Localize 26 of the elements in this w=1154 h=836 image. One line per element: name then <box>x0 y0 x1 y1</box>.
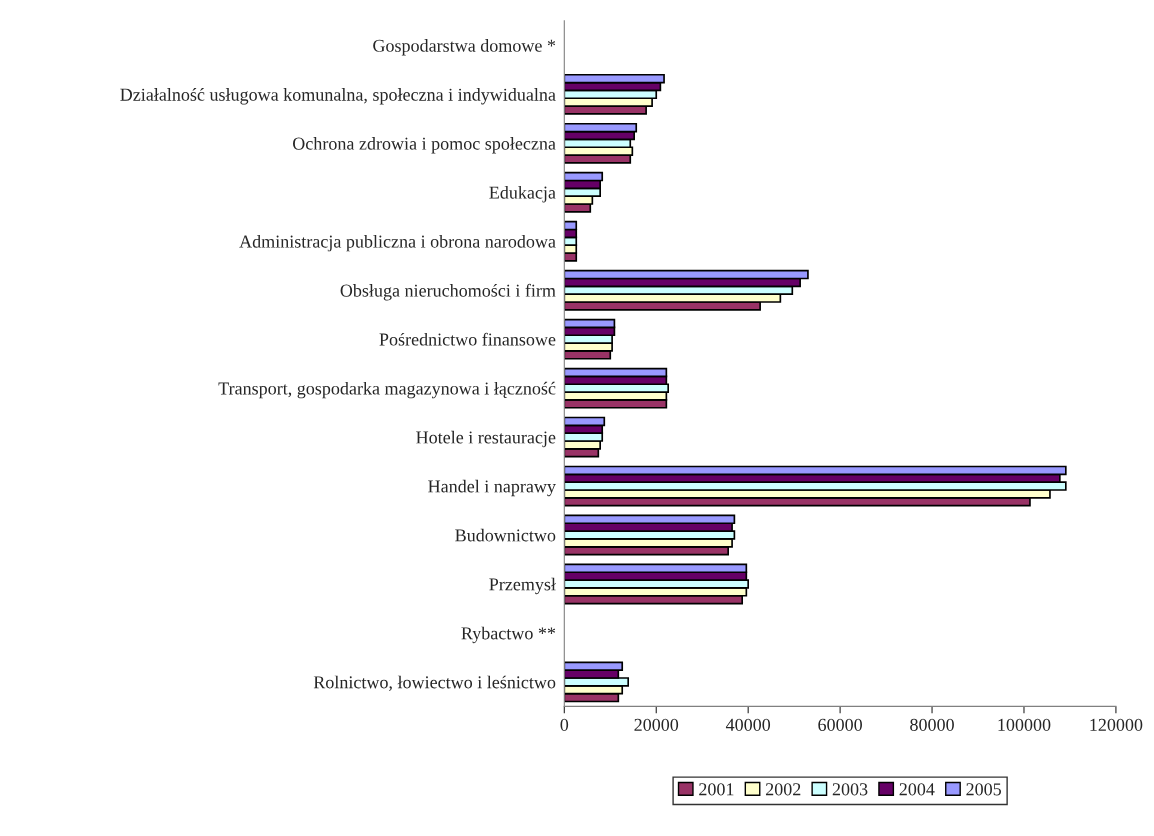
legend-label: 2004 <box>899 783 935 796</box>
y-tick-label: Gospodarstwa domowe * <box>373 39 556 56</box>
y-tick-label: Działalność usługowa komunalna, społeczna i indywidualna <box>120 88 556 105</box>
y-tick-label: Rybactwo ** <box>461 626 556 644</box>
y-tick-label: Transport, gospodarka magazynowa i łączność <box>218 381 556 399</box>
x-tick-label: 80000 <box>910 718 954 731</box>
x-tick-label: 60000 <box>818 718 862 731</box>
x-tick-label: 120000 <box>1090 718 1143 731</box>
y-tick-label: Obsługa nieruchomości i firm <box>340 283 556 301</box>
x-tick-label: 40000 <box>725 718 771 731</box>
y-tick-label: Przemysł <box>489 577 556 595</box>
y-tick-label: Edukacja <box>489 186 556 203</box>
y-tick-label: Pośrednictwo finansowe <box>379 332 556 346</box>
legend-label: 2002 <box>765 783 801 796</box>
y-tick-label: Ochrona zdrowia i pomoc społeczna <box>293 137 556 154</box>
y-tick-label: Budownictwo <box>455 528 556 542</box>
y-tick-label: Rolnictwo, łowiectwo i leśnictwo <box>313 675 556 691</box>
y-tick-label: Handel i naprawy <box>428 479 556 497</box>
x-tick-label: 0 <box>560 718 569 731</box>
legend-label: 2005 <box>966 783 1001 796</box>
y-tick-label: Administracja publiczna i obrona narodowa <box>239 234 556 252</box>
legend-label: 2003 <box>832 783 868 796</box>
y-tick-label: Hotele i restauracje <box>416 430 556 448</box>
legend-label: 2001 <box>699 783 734 796</box>
x-tick-label: 100000 <box>998 718 1051 731</box>
x-tick-label: 20000 <box>634 718 679 731</box>
